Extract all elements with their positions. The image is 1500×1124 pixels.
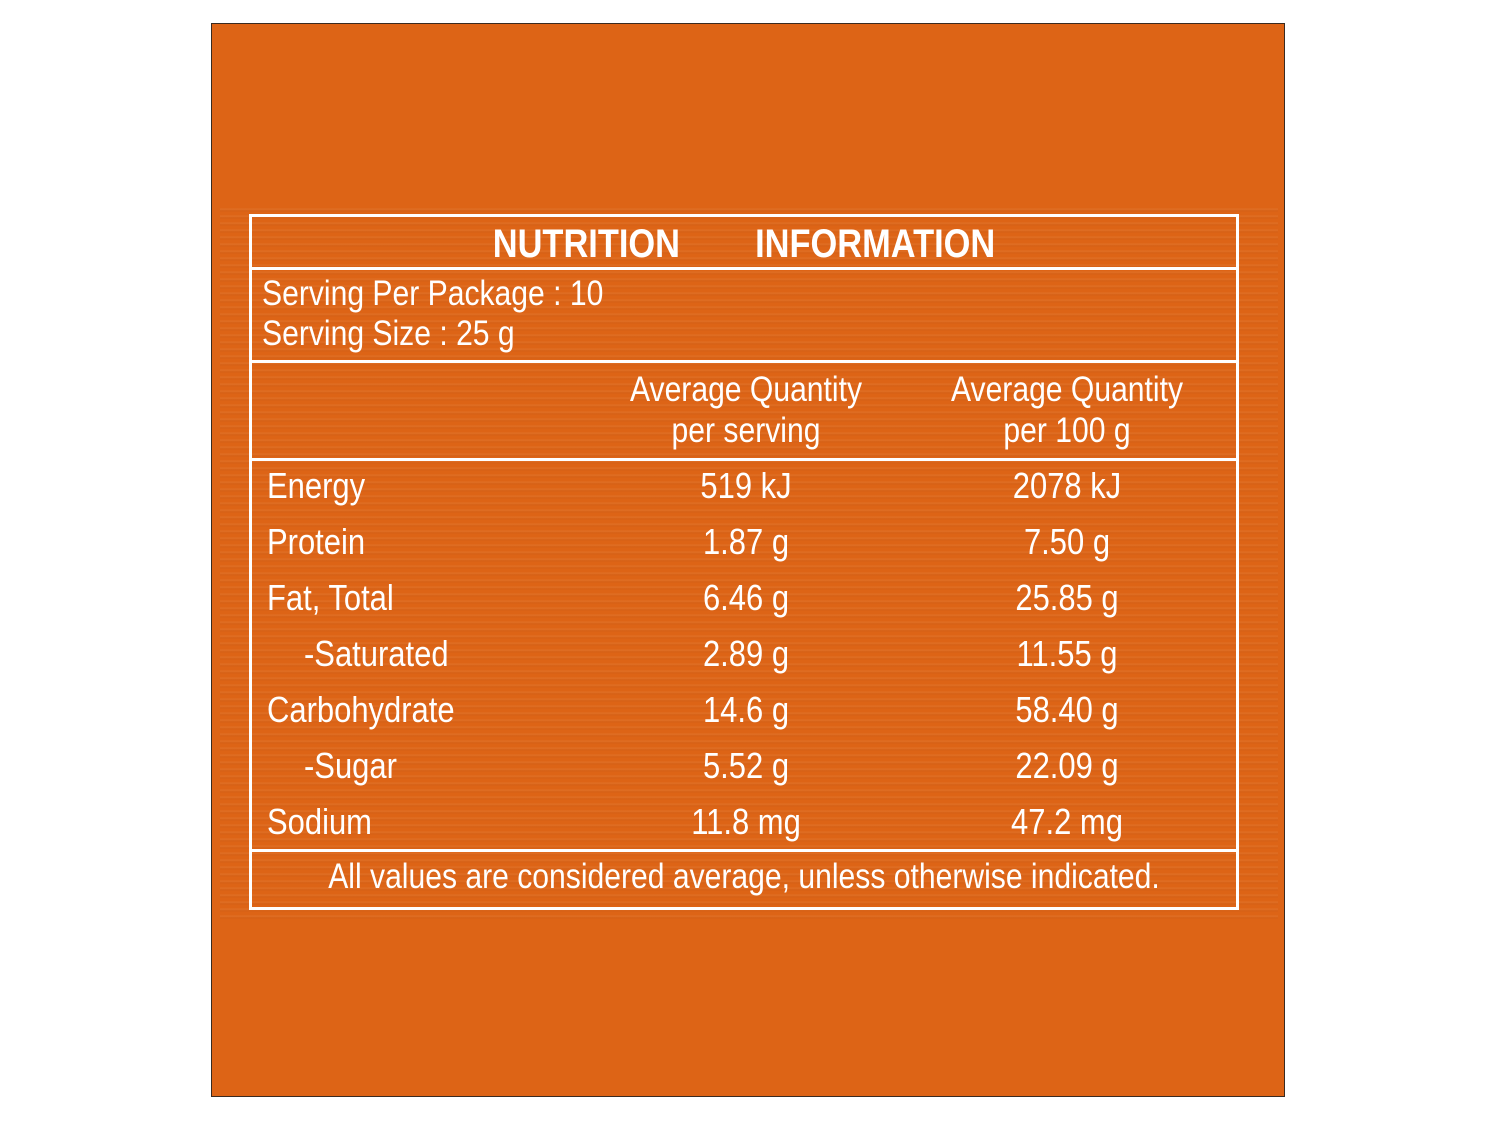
package-panel <box>211 23 1285 1097</box>
title-divider <box>252 267 1236 270</box>
label-title: NUTRITION INFORMATION <box>492 222 996 266</box>
row-value-per-serving: 2.89 g <box>702 633 790 674</box>
nutrition-label: NUTRITION INFORMATION Serving Per Packag… <box>249 214 1239 910</box>
column-header-per-100g-line1: Average Quantity <box>950 370 1184 409</box>
row-value-per-100g: 47.2 mg <box>1011 801 1123 842</box>
table-row-protein: Protein 1.87 g 7.50 g <box>252 521 1236 577</box>
table-row-sodium: Sodium 11.8 mg 47.2 mg <box>252 801 1236 857</box>
table-row-fat-total: Fat, Total 6.46 g 25.85 g <box>252 577 1236 633</box>
serving-divider <box>252 360 1236 363</box>
column-header-per-serving: Average Quantity per serving <box>608 369 883 451</box>
table-row-carbohydrate: Carbohydrate 14.6 g 58.40 g <box>252 689 1236 745</box>
column-header-per-100g-line2: per 100 g <box>1003 411 1131 450</box>
row-name: Sodium <box>267 801 372 842</box>
row-name: Protein <box>267 521 366 562</box>
row-value-per-100g: 11.55 g <box>1016 633 1118 674</box>
row-value-per-100g: 25.85 g <box>1015 577 1119 618</box>
row-value-per-serving: 11.8 mg <box>691 801 801 842</box>
row-value-per-100g: 58.40 g <box>1015 689 1119 730</box>
row-value-per-serving: 519 kJ <box>700 465 792 506</box>
table-row-sugar: -Sugar 5.52 g 22.09 g <box>252 745 1236 801</box>
row-name: Carbohydrate <box>267 689 455 730</box>
column-header-per-100g: Average Quantity per 100 g <box>929 369 1204 451</box>
table-row-saturated: -Saturated 2.89 g 11.55 g <box>252 633 1236 689</box>
label-texture <box>220 205 1278 920</box>
row-name: Fat, Total <box>267 577 394 618</box>
row-name: Energy <box>267 465 366 506</box>
row-value-per-serving: 5.52 g <box>702 745 790 786</box>
footnote: All values are considered average, unles… <box>328 857 1160 896</box>
footnote-divider <box>252 849 1236 852</box>
column-header-per-serving-line2: per serving <box>671 411 821 450</box>
serving-size: Serving Size : 25 g <box>262 314 515 353</box>
header-divider <box>252 458 1236 461</box>
row-value-per-serving: 6.46 g <box>702 577 790 618</box>
row-name: -Saturated <box>304 633 449 674</box>
row-value-per-100g: 2078 kJ <box>1012 465 1122 506</box>
row-value-per-100g: 22.09 g <box>1015 745 1119 786</box>
row-value-per-serving: 1.87 g <box>702 521 790 562</box>
column-header-per-serving-line1: Average Quantity <box>629 370 863 409</box>
row-name: -Sugar <box>304 745 397 786</box>
table-row-energy: Energy 519 kJ 2078 kJ <box>252 465 1236 521</box>
servings-per-package: Serving Per Package : 10 <box>262 274 604 313</box>
row-value-per-100g: 7.50 g <box>1023 521 1111 562</box>
row-value-per-serving: 14.6 g <box>702 689 790 730</box>
